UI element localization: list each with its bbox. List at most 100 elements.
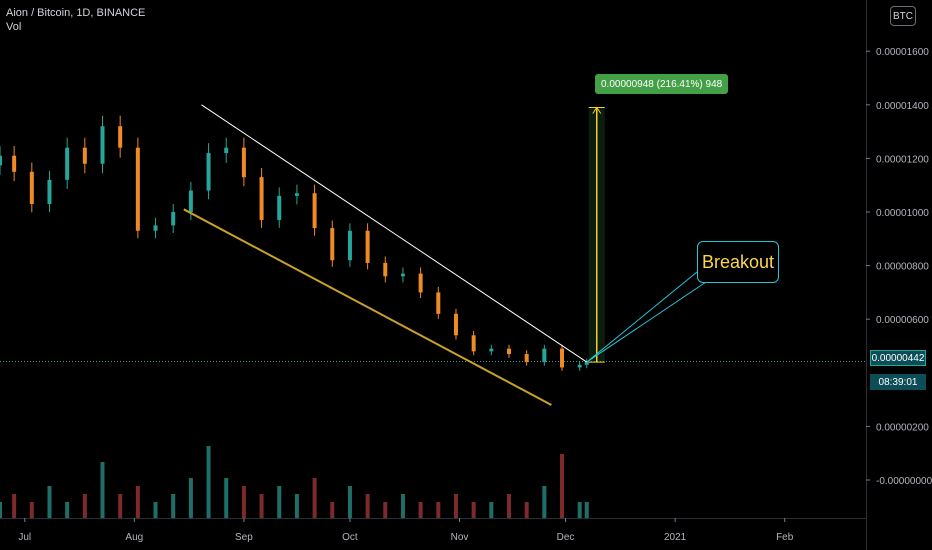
candle-body[interactable] — [206, 153, 211, 191]
candle-body[interactable] — [0, 155, 2, 166]
volume-bar[interactable] — [347, 486, 352, 518]
candle-body[interactable] — [82, 147, 87, 164]
candle-body[interactable] — [294, 193, 299, 196]
time-axis-tick: Feb — [776, 532, 794, 543]
candle-body[interactable] — [241, 147, 246, 178]
volume-bar[interactable] — [584, 502, 589, 518]
candle-body[interactable] — [188, 190, 193, 212]
volume-bar[interactable] — [224, 478, 229, 518]
candle-body[interactable] — [47, 179, 52, 204]
measure-label: 0.00000948 (216.41%) 948 — [595, 74, 729, 94]
volume-bar[interactable] — [577, 502, 582, 518]
time-axis-tick: 2021 — [664, 532, 687, 543]
candle-body[interactable] — [135, 147, 140, 231]
measure-arrow-head — [592, 106, 602, 114]
candle-body[interactable] — [436, 292, 441, 314]
bar-countdown-label: 08:39:01 — [870, 374, 926, 390]
volume-bar[interactable] — [312, 478, 317, 518]
volume-bar[interactable] — [418, 502, 423, 518]
volume-bar[interactable] — [29, 502, 34, 518]
candle-body[interactable] — [542, 348, 547, 363]
volume-bar[interactable] — [560, 454, 565, 518]
candle-body[interactable] — [118, 126, 123, 148]
chart-header: Aion / Bitcoin, 1D, BINANCE Vol — [6, 6, 145, 34]
currency-badge[interactable]: BTC — [890, 6, 916, 26]
volume-bar[interactable] — [506, 494, 511, 518]
time-axis-tick: Sep — [235, 532, 253, 543]
price-axis-tick: 0.00001200 — [876, 154, 929, 165]
time-axis-tick: Dec — [557, 532, 575, 543]
candle-body[interactable] — [65, 147, 70, 180]
time-axis-tick: Aug — [125, 532, 143, 543]
volume-bar[interactable] — [12, 494, 17, 518]
candle-body[interactable] — [277, 195, 282, 221]
volume-bar[interactable] — [171, 494, 176, 518]
price-axis-tick: 0.00000600 — [876, 315, 929, 326]
price-axis-tick: 0.00000200 — [876, 422, 929, 433]
candle-body[interactable] — [100, 126, 105, 164]
candle-body[interactable] — [400, 273, 405, 277]
volume-bar[interactable] — [365, 494, 370, 518]
volume-bar[interactable] — [135, 486, 140, 518]
candle-body[interactable] — [560, 348, 565, 368]
candle-body[interactable] — [171, 212, 176, 226]
volume-bar[interactable] — [65, 502, 70, 518]
volume-bar[interactable] — [453, 494, 458, 518]
price-axis-tick: 0.00000800 — [876, 262, 929, 273]
volume-bar[interactable] — [0, 502, 2, 518]
candle-body[interactable] — [471, 335, 476, 352]
volume-bar[interactable] — [47, 486, 52, 518]
candle-body[interactable] — [347, 230, 352, 261]
price-axis-tick: -0.00000000 — [876, 476, 932, 487]
candle-body[interactable] — [365, 230, 370, 263]
price-axis-tick: 0.00001000 — [876, 208, 929, 219]
volume-bar[interactable] — [330, 502, 335, 518]
candle-body[interactable] — [259, 177, 264, 221]
volume-bar[interactable] — [100, 462, 105, 518]
volume-bar[interactable] — [400, 494, 405, 518]
price-axis-tick: 0.00001600 — [876, 47, 929, 58]
volume-bar[interactable] — [188, 478, 193, 518]
volume-bar[interactable] — [277, 486, 282, 518]
volume-bar[interactable] — [471, 502, 476, 518]
candle-body[interactable] — [312, 193, 317, 229]
volume-bar[interactable] — [153, 502, 158, 518]
candle-body[interactable] — [153, 225, 158, 231]
volume-bar[interactable] — [524, 502, 529, 518]
candle-body[interactable] — [506, 348, 511, 355]
time-axis-tick: Nov — [451, 532, 469, 543]
price-axis-tick: 0.00001400 — [876, 101, 929, 112]
candle-body[interactable] — [489, 348, 494, 352]
volume-bar[interactable] — [542, 486, 547, 518]
time-axis-tick: Jul — [18, 532, 31, 543]
candle-body[interactable] — [29, 171, 34, 204]
callout-pointer — [586, 271, 707, 363]
volume-bar[interactable] — [118, 494, 123, 518]
volume-bar[interactable] — [489, 502, 494, 518]
time-axis-tick: Oct — [342, 532, 358, 543]
candle-body[interactable] — [330, 228, 335, 261]
candle-body[interactable] — [383, 262, 388, 277]
candle-body[interactable] — [524, 354, 529, 363]
volume-bar[interactable] — [259, 494, 264, 518]
volume-bar[interactable] — [82, 494, 87, 518]
volume-bar[interactable] — [436, 502, 441, 518]
volume-bar[interactable] — [241, 486, 246, 518]
candle-body[interactable] — [224, 147, 229, 154]
support-trendline[interactable] — [183, 208, 552, 406]
volume-bar[interactable] — [294, 494, 299, 518]
volume-indicator-label[interactable]: Vol — [6, 21, 22, 33]
breakout-callout[interactable]: Breakout — [697, 241, 779, 283]
candle-body[interactable] — [418, 273, 423, 293]
candle-body[interactable] — [577, 364, 582, 368]
symbol-title: Aion / Bitcoin, 1D, BINANCE — [6, 7, 146, 19]
volume-bar[interactable] — [206, 446, 211, 518]
candle-body[interactable] — [453, 313, 458, 336]
candle-body[interactable] — [584, 362, 589, 365]
candle-body[interactable] — [12, 155, 17, 172]
last-price-label: 0.00000442 — [870, 350, 926, 366]
resistance-trendline[interactable] — [201, 104, 588, 363]
volume-bar[interactable] — [383, 502, 388, 518]
